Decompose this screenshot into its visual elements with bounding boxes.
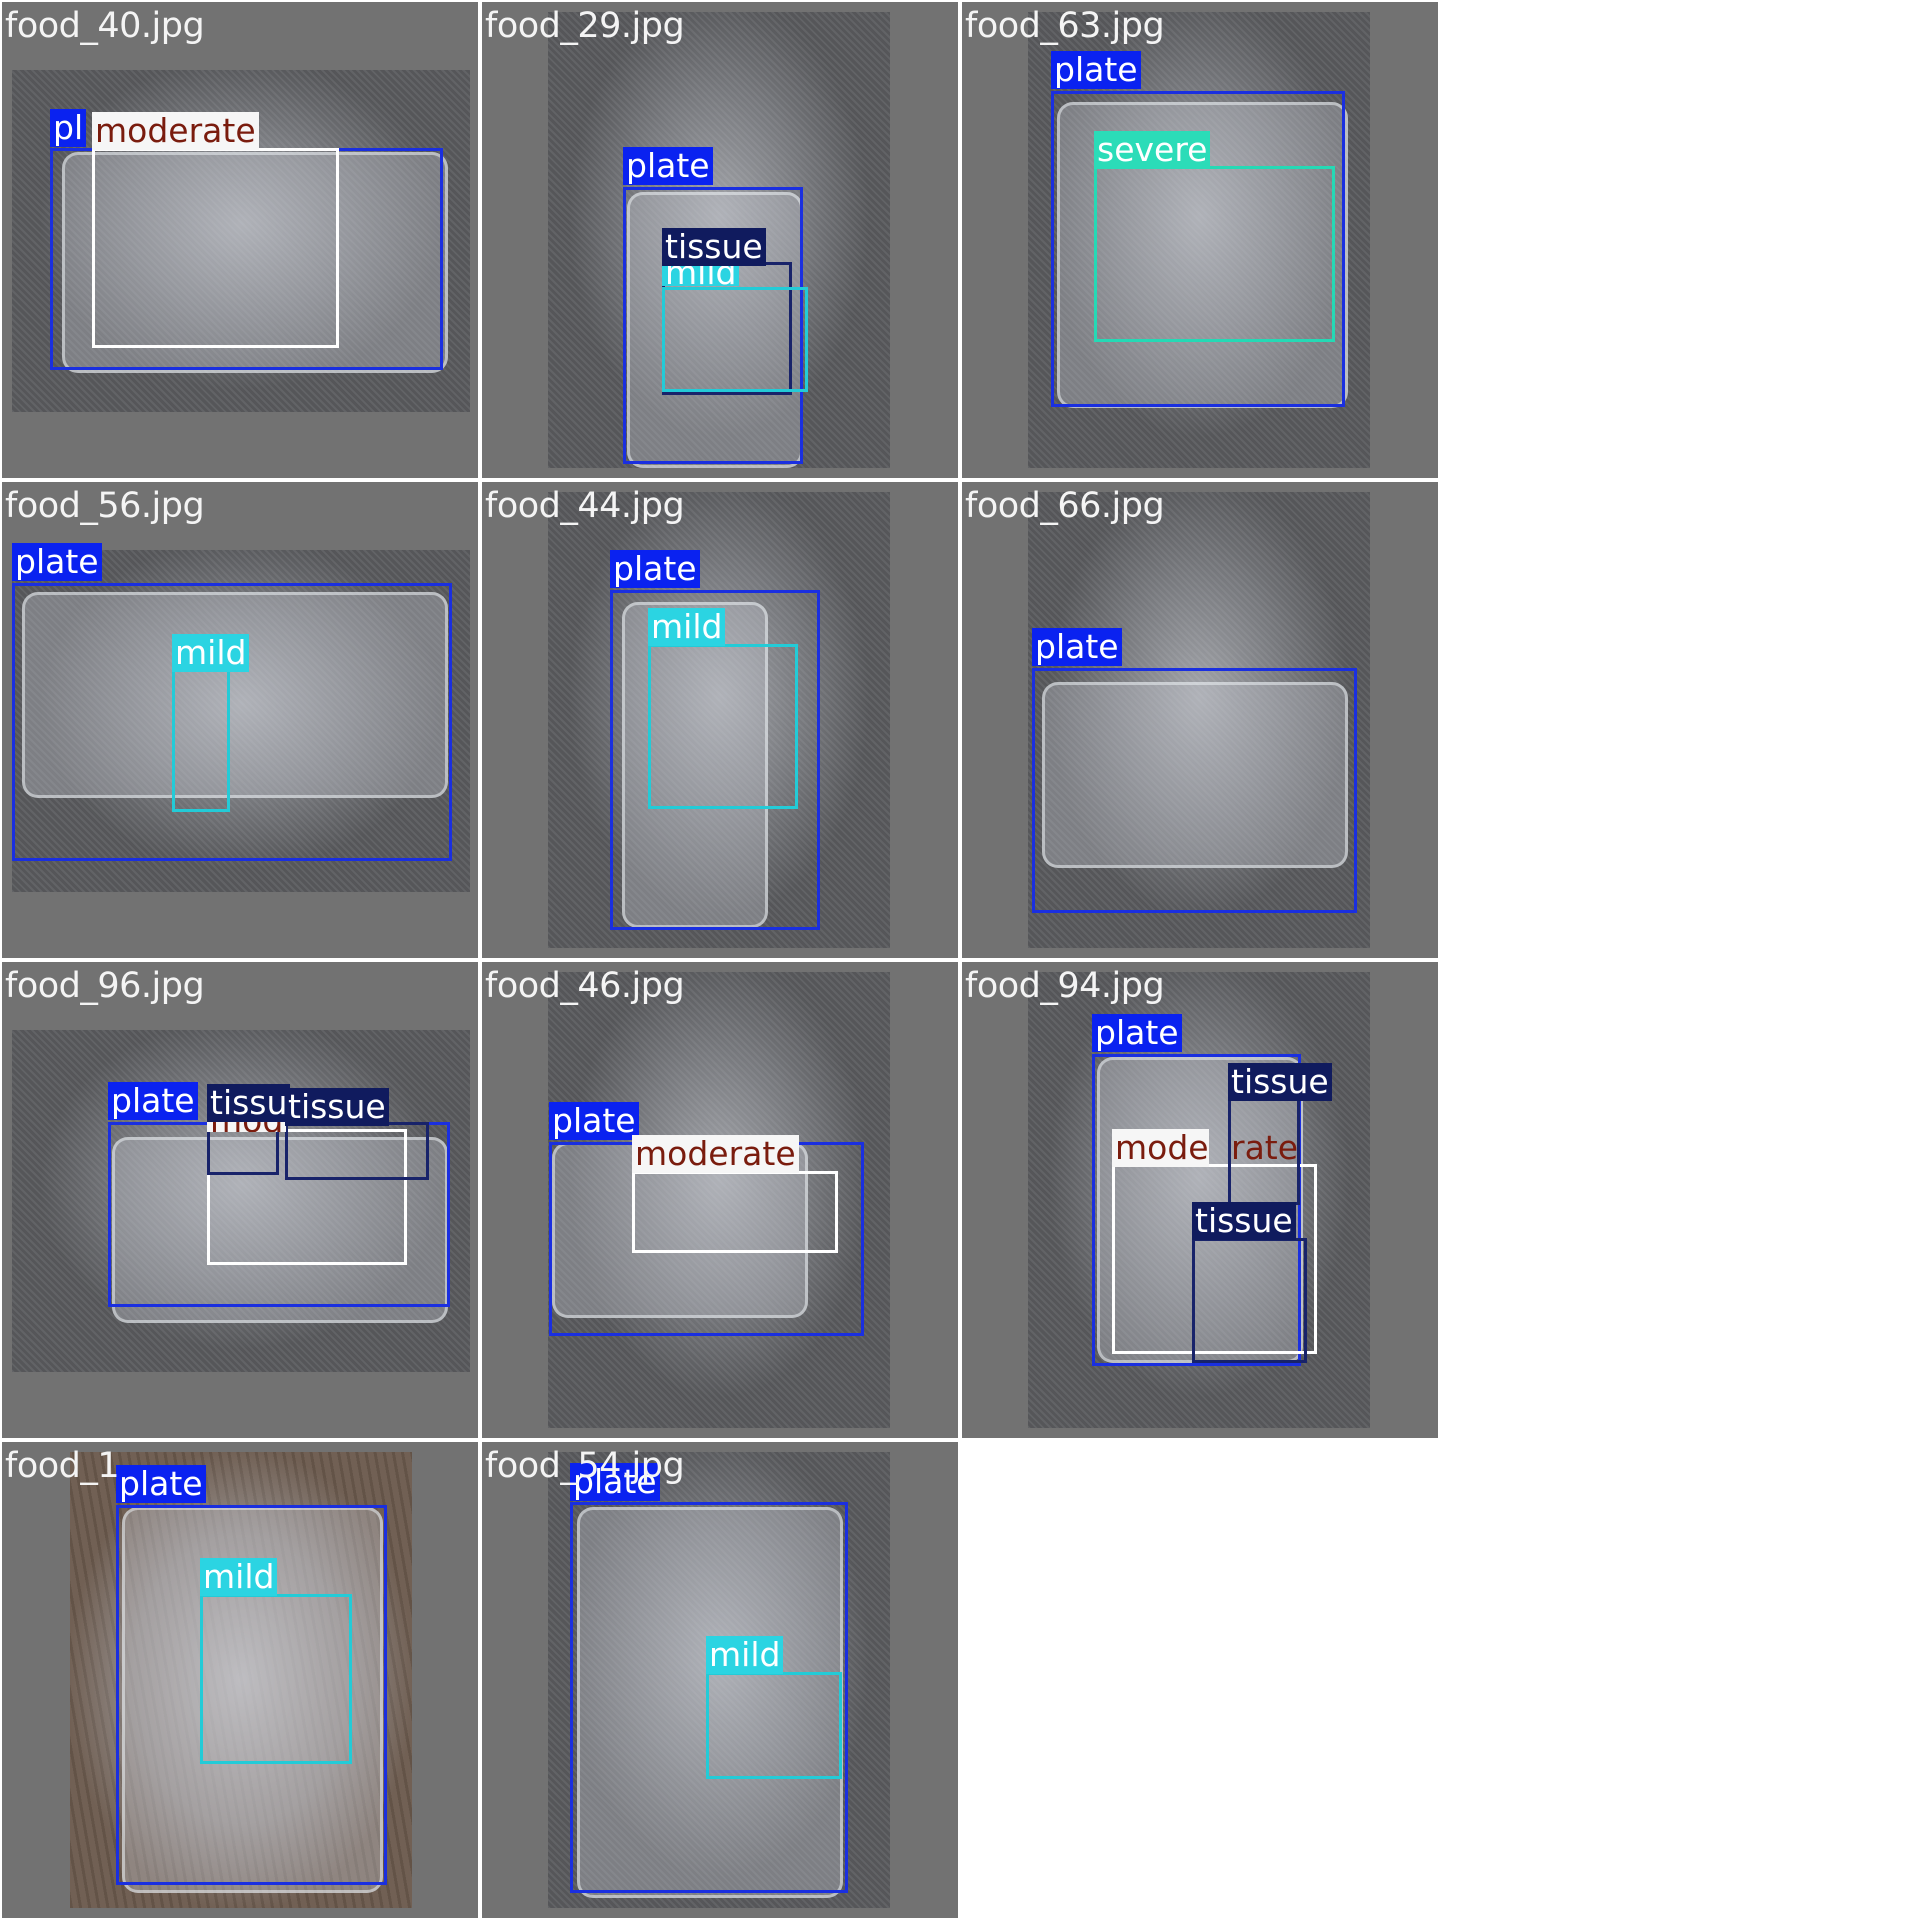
detection-label-tissue: tissue	[662, 228, 766, 266]
detection-label-mild: mild	[648, 608, 726, 646]
detection-label-plate: plate	[610, 550, 700, 588]
detection-label-plate: plate	[108, 1082, 198, 1120]
detection-box-moderate	[1112, 1164, 1317, 1354]
photo-thumbnail	[12, 550, 470, 892]
detection-label-moderate: moderate	[632, 1135, 799, 1173]
detection-box-plate	[12, 583, 452, 861]
tile-title: food_96.jpg	[5, 966, 205, 1006]
image-tile[interactable]: food_44.jpg plate mild	[482, 482, 958, 958]
image-tile[interactable]: food_66.jpg plate	[962, 482, 1438, 958]
detection-label-moderate: rate	[1231, 1129, 1298, 1167]
detection-box-severe	[1094, 166, 1335, 342]
detection-label-plate: plate	[1032, 628, 1122, 666]
tile-title: food_29.jpg	[485, 6, 685, 46]
detection-box-plate	[570, 1502, 848, 1893]
detection-box-plate	[610, 590, 820, 930]
detection-label-plate: plate	[116, 1465, 206, 1503]
detection-box-mild	[706, 1672, 842, 1779]
tile-title: food_44.jpg	[485, 486, 685, 526]
detection-label-tissue: tissue	[1192, 1202, 1296, 1240]
detection-box-moderate	[92, 148, 339, 348]
detection-box-moderate	[207, 1129, 407, 1265]
detection-box-tissue	[285, 1122, 429, 1180]
image-tile[interactable]: food_54.jpg plate mild	[482, 1442, 958, 1918]
detection-box-mild	[662, 287, 808, 392]
detection-label-plate: plate	[549, 1102, 639, 1140]
tray-photo	[22, 592, 448, 798]
tile-title: food_1	[5, 1446, 120, 1486]
image-tile[interactable]: food_1 plate mild	[2, 1442, 478, 1918]
tray-photo	[1042, 682, 1348, 868]
image-tile[interactable]: food_96.jpg plate mod tissu tissue	[2, 962, 478, 1438]
detection-box-plate	[1032, 668, 1357, 913]
image-tile[interactable]: food_40.jpg pl moderate	[2, 2, 478, 478]
detection-box-plate	[1092, 1054, 1301, 1366]
detection-label-plate: plate	[570, 1463, 660, 1501]
label-text-part: mode	[1115, 1128, 1209, 1167]
detection-label-tissue: tissue	[1228, 1063, 1332, 1101]
photo-thumbnail	[70, 1452, 412, 1908]
image-tile[interactable]: food_29.jpg plate mild tissue	[482, 2, 958, 478]
detection-label-mild: mild	[172, 634, 250, 672]
image-tile[interactable]: food_56.jpg plate mild	[2, 482, 478, 958]
tile-title: food_46.jpg	[485, 966, 685, 1006]
detection-label-moderate: moderate	[92, 112, 259, 150]
tile-title: food_40.jpg	[5, 6, 205, 46]
photo-thumbnail	[548, 1452, 890, 1908]
detection-label-plate: plate	[623, 147, 713, 185]
image-tile[interactable]: food_63.jpg plate severe	[962, 2, 1438, 478]
tile-title: food_54.jpg	[485, 1446, 685, 1486]
photo-thumbnail	[548, 492, 890, 948]
detection-label-plate: plate	[1051, 51, 1141, 89]
tray-photo	[62, 152, 448, 373]
tray-photo	[112, 1137, 448, 1323]
label-text-part: rate	[1231, 1128, 1299, 1167]
detection-box-plate	[1051, 91, 1345, 407]
detection-box-mild	[172, 666, 230, 812]
detection-label-severe: severe	[1094, 131, 1211, 169]
detection-box-moderate	[632, 1171, 838, 1253]
detection-label-tissue: tissu	[207, 1084, 291, 1122]
tile-title: food_56.jpg	[5, 486, 205, 526]
detection-label-tissue: tissue	[285, 1088, 389, 1126]
detection-box-mild	[200, 1594, 352, 1764]
detection-box-plate	[623, 187, 803, 464]
detection-box-plate	[116, 1505, 387, 1885]
photo-thumbnail	[548, 972, 890, 1428]
detection-label-plate: plate	[12, 543, 102, 581]
image-tile[interactable]: food_46.jpg plate moderate	[482, 962, 958, 1438]
detection-box-tissue	[1192, 1238, 1307, 1363]
tile-title: food_66.jpg	[965, 486, 1165, 526]
detection-label-mild: mild	[706, 1636, 784, 1674]
detection-box-mild	[648, 644, 798, 809]
photo-thumbnail	[1028, 492, 1370, 948]
detection-label-moderate: mode	[1112, 1129, 1209, 1167]
detection-label-plate: plate	[1092, 1014, 1182, 1052]
tile-title: food_94.jpg	[965, 966, 1165, 1006]
tray-photo	[622, 602, 768, 928]
detection-label-mild: mild	[200, 1558, 278, 1596]
photo-thumbnail	[12, 1030, 470, 1372]
detection-label-plate: pl	[50, 109, 87, 147]
image-tile[interactable]: food_94.jpg plate tissue mode tissue rat…	[962, 962, 1438, 1438]
tile-title: food_63.jpg	[965, 6, 1165, 46]
